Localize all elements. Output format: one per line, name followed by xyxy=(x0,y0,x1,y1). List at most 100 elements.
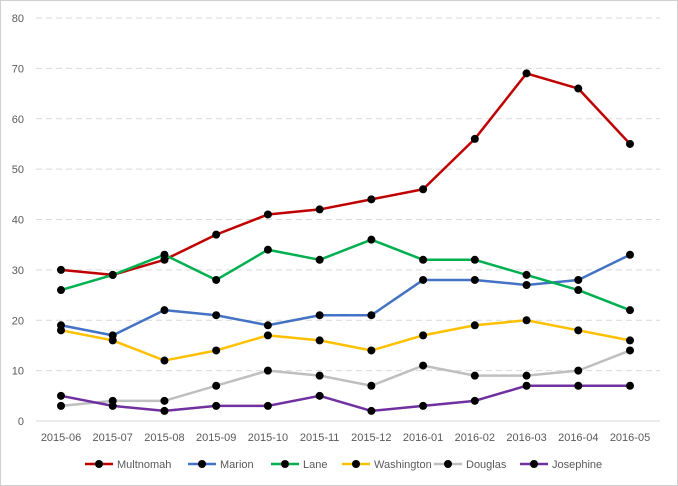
x-tick-label: 2015-07 xyxy=(93,432,133,444)
series-lane xyxy=(57,235,634,315)
data-point xyxy=(419,255,428,264)
data-point xyxy=(315,371,324,380)
series-line xyxy=(59,319,632,362)
data-point xyxy=(626,346,634,355)
x-tick-label: 2015-08 xyxy=(144,432,184,444)
data-point xyxy=(419,185,428,194)
series-multnomah xyxy=(57,69,634,279)
series-washington xyxy=(57,316,634,365)
data-point xyxy=(626,306,634,315)
series-lines xyxy=(57,69,634,415)
data-point xyxy=(522,381,531,390)
legend-marker xyxy=(281,460,289,468)
data-point xyxy=(626,381,634,390)
data-point xyxy=(57,265,65,274)
data-point xyxy=(160,250,169,259)
data-point xyxy=(263,210,272,219)
legend-label: Douglas xyxy=(466,459,507,471)
data-point xyxy=(522,270,531,279)
data-point xyxy=(470,134,479,143)
series-douglas xyxy=(57,346,634,410)
y-tick-label: 70 xyxy=(12,63,24,75)
data-point xyxy=(367,311,376,320)
data-point xyxy=(419,361,428,370)
legend-entry: Josephine xyxy=(520,459,602,471)
x-tick-label: 2015-12 xyxy=(351,432,391,444)
data-point xyxy=(367,381,376,390)
data-point xyxy=(263,331,272,340)
data-point xyxy=(212,381,221,390)
data-point xyxy=(108,401,117,410)
series-josephine xyxy=(57,381,634,415)
x-tick-label: 2016-02 xyxy=(455,432,495,444)
x-tick-label: 2016-03 xyxy=(506,432,546,444)
x-axis-tick-labels: 2015-06 2015-07 2015-08 2015-09 2015-10 2015-… xyxy=(41,432,650,444)
data-point xyxy=(574,381,583,390)
y-axis-tick-labels: 0 10 20 30 40 50 60 70 80 xyxy=(12,13,24,428)
data-point xyxy=(626,250,634,259)
data-point xyxy=(626,139,634,148)
data-point xyxy=(212,311,221,320)
legend-marker xyxy=(198,460,206,468)
data-point xyxy=(315,311,324,320)
data-point xyxy=(57,401,65,410)
series-line xyxy=(59,349,632,408)
data-point xyxy=(315,336,324,345)
data-point xyxy=(212,275,221,284)
data-point xyxy=(574,366,583,375)
data-point xyxy=(108,270,117,279)
legend-marker xyxy=(530,460,538,468)
data-point xyxy=(626,336,634,345)
legend-label: Lane xyxy=(303,459,327,471)
x-tick-label: 2015-09 xyxy=(196,432,236,444)
data-point xyxy=(470,255,479,264)
data-point xyxy=(57,326,65,335)
data-point xyxy=(263,401,272,410)
y-tick-label: 30 xyxy=(12,265,24,277)
legend-entry: Washington xyxy=(342,459,432,471)
data-point xyxy=(470,321,479,330)
y-tick-label: 50 xyxy=(12,164,24,176)
x-tick-label: 2016-04 xyxy=(558,432,598,444)
series-marion xyxy=(57,250,634,340)
data-point xyxy=(574,326,583,335)
data-point xyxy=(522,69,531,78)
series-line xyxy=(59,253,632,337)
legend-label: Washington xyxy=(374,459,432,471)
gridlines xyxy=(36,17,660,422)
data-point xyxy=(367,235,376,244)
data-point xyxy=(522,316,531,325)
data-point xyxy=(160,356,169,365)
series-line xyxy=(59,72,632,277)
data-point xyxy=(367,346,376,355)
legend-marker xyxy=(95,460,103,468)
data-point xyxy=(212,401,221,410)
data-point xyxy=(522,371,531,380)
data-point xyxy=(419,275,428,284)
legend-entry: Multnomah xyxy=(85,459,171,471)
data-point xyxy=(315,391,324,400)
legend-label: Josephine xyxy=(552,459,602,471)
data-point xyxy=(367,406,376,415)
legend-entry: Lane xyxy=(271,459,327,471)
data-point xyxy=(315,255,324,264)
legend-label: Marion xyxy=(220,459,254,471)
series-line xyxy=(59,384,632,413)
legend-entry: Douglas xyxy=(434,459,507,471)
y-tick-label: 10 xyxy=(12,366,24,378)
data-point xyxy=(212,346,221,355)
data-point xyxy=(212,230,221,239)
data-point xyxy=(522,280,531,289)
data-point xyxy=(419,401,428,410)
series-line xyxy=(59,238,632,312)
data-point xyxy=(57,286,65,295)
legend-marker xyxy=(444,460,452,468)
x-tick-label: 2015-06 xyxy=(41,432,81,444)
x-tick-label: 2016-05 xyxy=(610,432,650,444)
data-point xyxy=(574,275,583,284)
legend-marker xyxy=(352,460,360,468)
data-point xyxy=(419,331,428,340)
data-point xyxy=(160,406,169,415)
data-point xyxy=(263,245,272,254)
